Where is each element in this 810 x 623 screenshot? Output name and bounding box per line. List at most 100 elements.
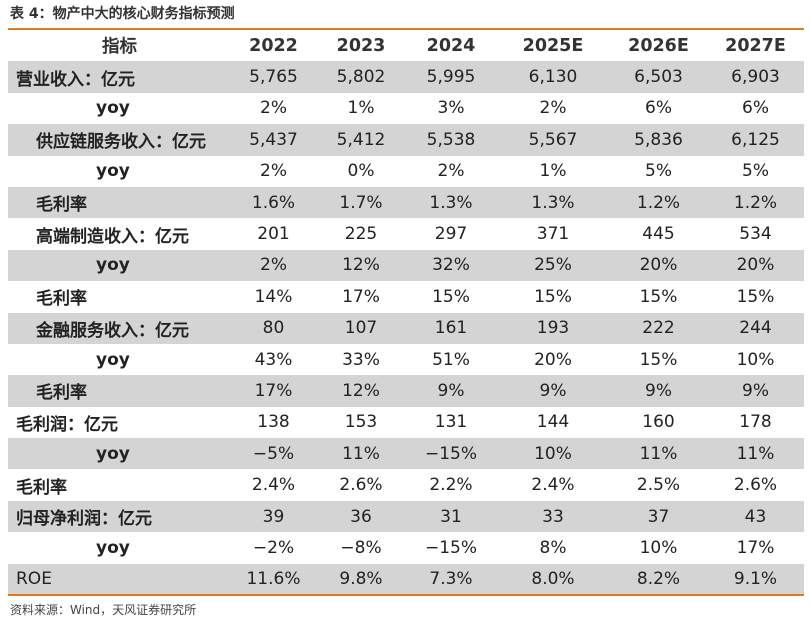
table-row: 金融服务收入：亿元 80 107 161 193 222 244 [8,312,804,344]
table-cell: 297 [434,224,468,245]
table-cell: 8.0% [496,563,610,596]
row-label: 毛利润：亿元 [16,414,118,435]
table-cell: 9% [707,375,804,407]
table-cell: 51% [432,349,470,370]
table-cell: 2% [260,98,287,119]
table-cell: 1.3% [406,186,496,219]
table-cell: 32% [406,249,496,282]
table-cell: 131 [434,412,468,433]
table-cell: 20% [534,349,572,370]
table-row: yoy 43% 33% 51% 20% 15% 10% [8,344,804,375]
table-cell: 10% [639,537,678,558]
bottom-rule [8,594,804,596]
table-caption: 表 4：物产中大的核心财务指标预测 [10,6,235,22]
table-cell: 107 [316,312,406,344]
table-row: yoy 2% 12% 32% 25% 20% 20% [8,249,804,282]
table-row: 营业收入：亿元 5,765 5,802 5,995 6,130 6,503 6,… [8,61,804,93]
table-row: yoy −2% −8% −15% 8% 10% 17% [8,532,804,563]
table-cell: 20% [610,249,707,282]
table-cell: 222 [610,312,707,344]
header-year: 2027E [725,35,786,56]
header-year: 2026E [628,35,689,56]
table-cell: 11% [707,438,804,470]
table-cell: 6,125 [707,124,804,156]
row-label: yoy [96,349,130,370]
table-cell: 9.8% [316,563,406,596]
table-cell: 1% [347,98,375,119]
table-cell: 193 [496,312,610,344]
table-cell: 43% [254,349,293,370]
table-cell: −8% [340,537,382,558]
row-label: 营业收入：亿元 [8,61,231,93]
table-row: 毛利率 14% 17% 15% 15% 15% 15% [8,281,804,312]
table-cell: 33 [496,500,610,533]
row-label: yoy [8,438,231,470]
table-cell: 10% [736,349,775,370]
table-cell: 1.2% [610,186,707,219]
table-row: 毛利率 1.6% 1.7% 1.3% 1.3% 1.2% 1.2% [8,186,804,219]
table-cell: 15% [432,286,470,307]
table-cell: 9% [406,375,496,407]
row-label: 高端制造收入：亿元 [36,226,189,247]
table-cell: 534 [739,224,772,245]
row-label: yoy [96,98,130,119]
table-row: ROE 11.6% 9.8% 7.3% 8.0% 8.2% 9.1% [8,563,804,596]
table-cell: 2.4% [251,475,296,496]
table-cell: 14% [254,286,293,307]
table-cell: 138 [257,412,290,433]
table-cell: 1.2% [707,186,804,219]
table-cell: 5% [645,161,672,182]
table-cell: 2% [260,161,287,182]
table-cell: 17% [231,375,316,407]
table-cell: 17% [736,537,775,558]
table-cell: 5,802 [316,61,406,93]
table-cell: 1.7% [316,186,406,219]
table-cell: 33% [342,349,380,370]
row-label: 毛利率 [8,186,231,219]
table-cell: 5% [742,161,769,182]
table-cell: 2.2% [429,475,473,496]
table-cell: 6% [742,98,769,119]
table-row: yoy −5% 11% −15% 10% 11% 11% [8,438,804,470]
table-cell: 39 [231,500,316,533]
table-cell: 244 [707,312,804,344]
table-cell: 5,567 [496,124,610,156]
table-cell: 12% [316,249,406,282]
table-cell: 5,412 [316,124,406,156]
table-cell: 6,130 [496,61,610,93]
table-cell: 3% [437,98,465,119]
table-cell: −15% [406,438,496,470]
table-cell: 0% [347,161,375,182]
table-cell: 43 [707,500,804,533]
table-row: 归母净利润：亿元 39 36 31 33 37 43 [8,500,804,533]
table-cell: 8.2% [610,563,707,596]
table-cell: 153 [344,412,378,433]
table-cell: 9% [610,375,707,407]
table-row: yoy 2% 1% 3% 2% 6% 6% [8,93,804,124]
table-cell: 11.6% [231,563,316,596]
table-cell: 37 [610,500,707,533]
table-cell: 5,765 [231,61,316,93]
table-cell: −15% [424,537,478,558]
table-cell: 5,437 [231,124,316,156]
table-cell: 11% [610,438,707,470]
header-row: 指标 2022 2023 2024 2025E 2026E 2027E [8,30,804,61]
row-label: 毛利率 [36,289,87,310]
table-cell: 25% [496,249,610,282]
row-label: ROE [8,563,231,596]
table-row: 供应链服务收入：亿元 5,437 5,412 5,538 5,567 5,836… [8,124,804,156]
table-cell: 2% [231,249,316,282]
row-label: yoy [8,249,231,282]
table-cell: 31 [406,500,496,533]
table-cell: 144 [536,412,570,433]
table-cell: 1.3% [496,186,610,219]
table-cell: 178 [739,412,772,433]
table-cell: 371 [536,224,570,245]
row-label: 毛利率 [8,375,231,407]
header-year: 2023 [336,35,386,56]
table-cell: 2.4% [531,475,575,496]
table-cell: 17% [342,286,380,307]
table-cell: 2.6% [339,475,383,496]
table-cell: 15% [534,286,572,307]
row-label: 供应链服务收入：亿元 [8,124,231,156]
